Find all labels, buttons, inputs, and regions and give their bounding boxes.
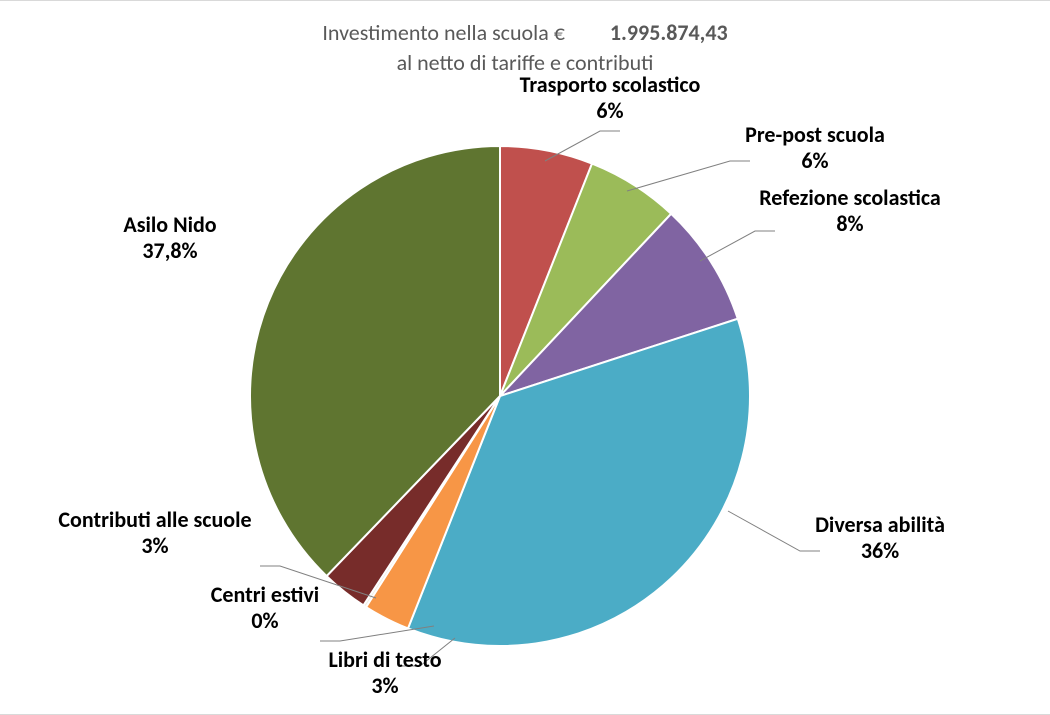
slice-label-name: Centri estivi [211,581,319,608]
slice-label-pct: 36% [770,538,990,564]
slice-label-name: Contributi alle scuole [58,506,251,533]
slice-label-pct: 3% [45,533,265,559]
slice-label-pct: 6% [705,148,925,174]
slice-label-pct: 8% [740,211,960,237]
slice-label-pct: 37,8% [60,238,280,264]
slice-label-pct: 6% [500,98,720,124]
slice-label: Trasporto scolastico6% [500,72,720,125]
slice-label: Asilo Nido37,8% [60,212,280,265]
chart-frame: Investimento nella scuola € 1.995.874,43… [0,0,1050,715]
slice-label: Refezione scolastica8% [740,185,960,238]
slice-label-name: Libri di testo [328,646,441,673]
slice-label: Libri di testo3% [275,647,495,700]
slice-label-name: Diversa abilità [815,511,945,538]
slice-label-name: Refezione scolastica [759,184,941,211]
slice-label: Contributi alle scuole3% [45,507,265,560]
slice-label: Diversa abilità36% [770,512,990,565]
slice-label-name: Trasporto scolastico [520,71,701,98]
slice-label-name: Pre-post scuola [745,121,885,148]
slice-label: Pre-post scuola6% [705,122,925,175]
slice-label-pct: 0% [155,608,375,634]
slice-label: Centri estivi0% [155,582,375,635]
slice-label-name: Asilo Nido [123,211,216,238]
pie-chart: Trasporto scolastico6%Pre-post scuola6%R… [0,1,1050,715]
slice-label-pct: 3% [275,673,495,699]
